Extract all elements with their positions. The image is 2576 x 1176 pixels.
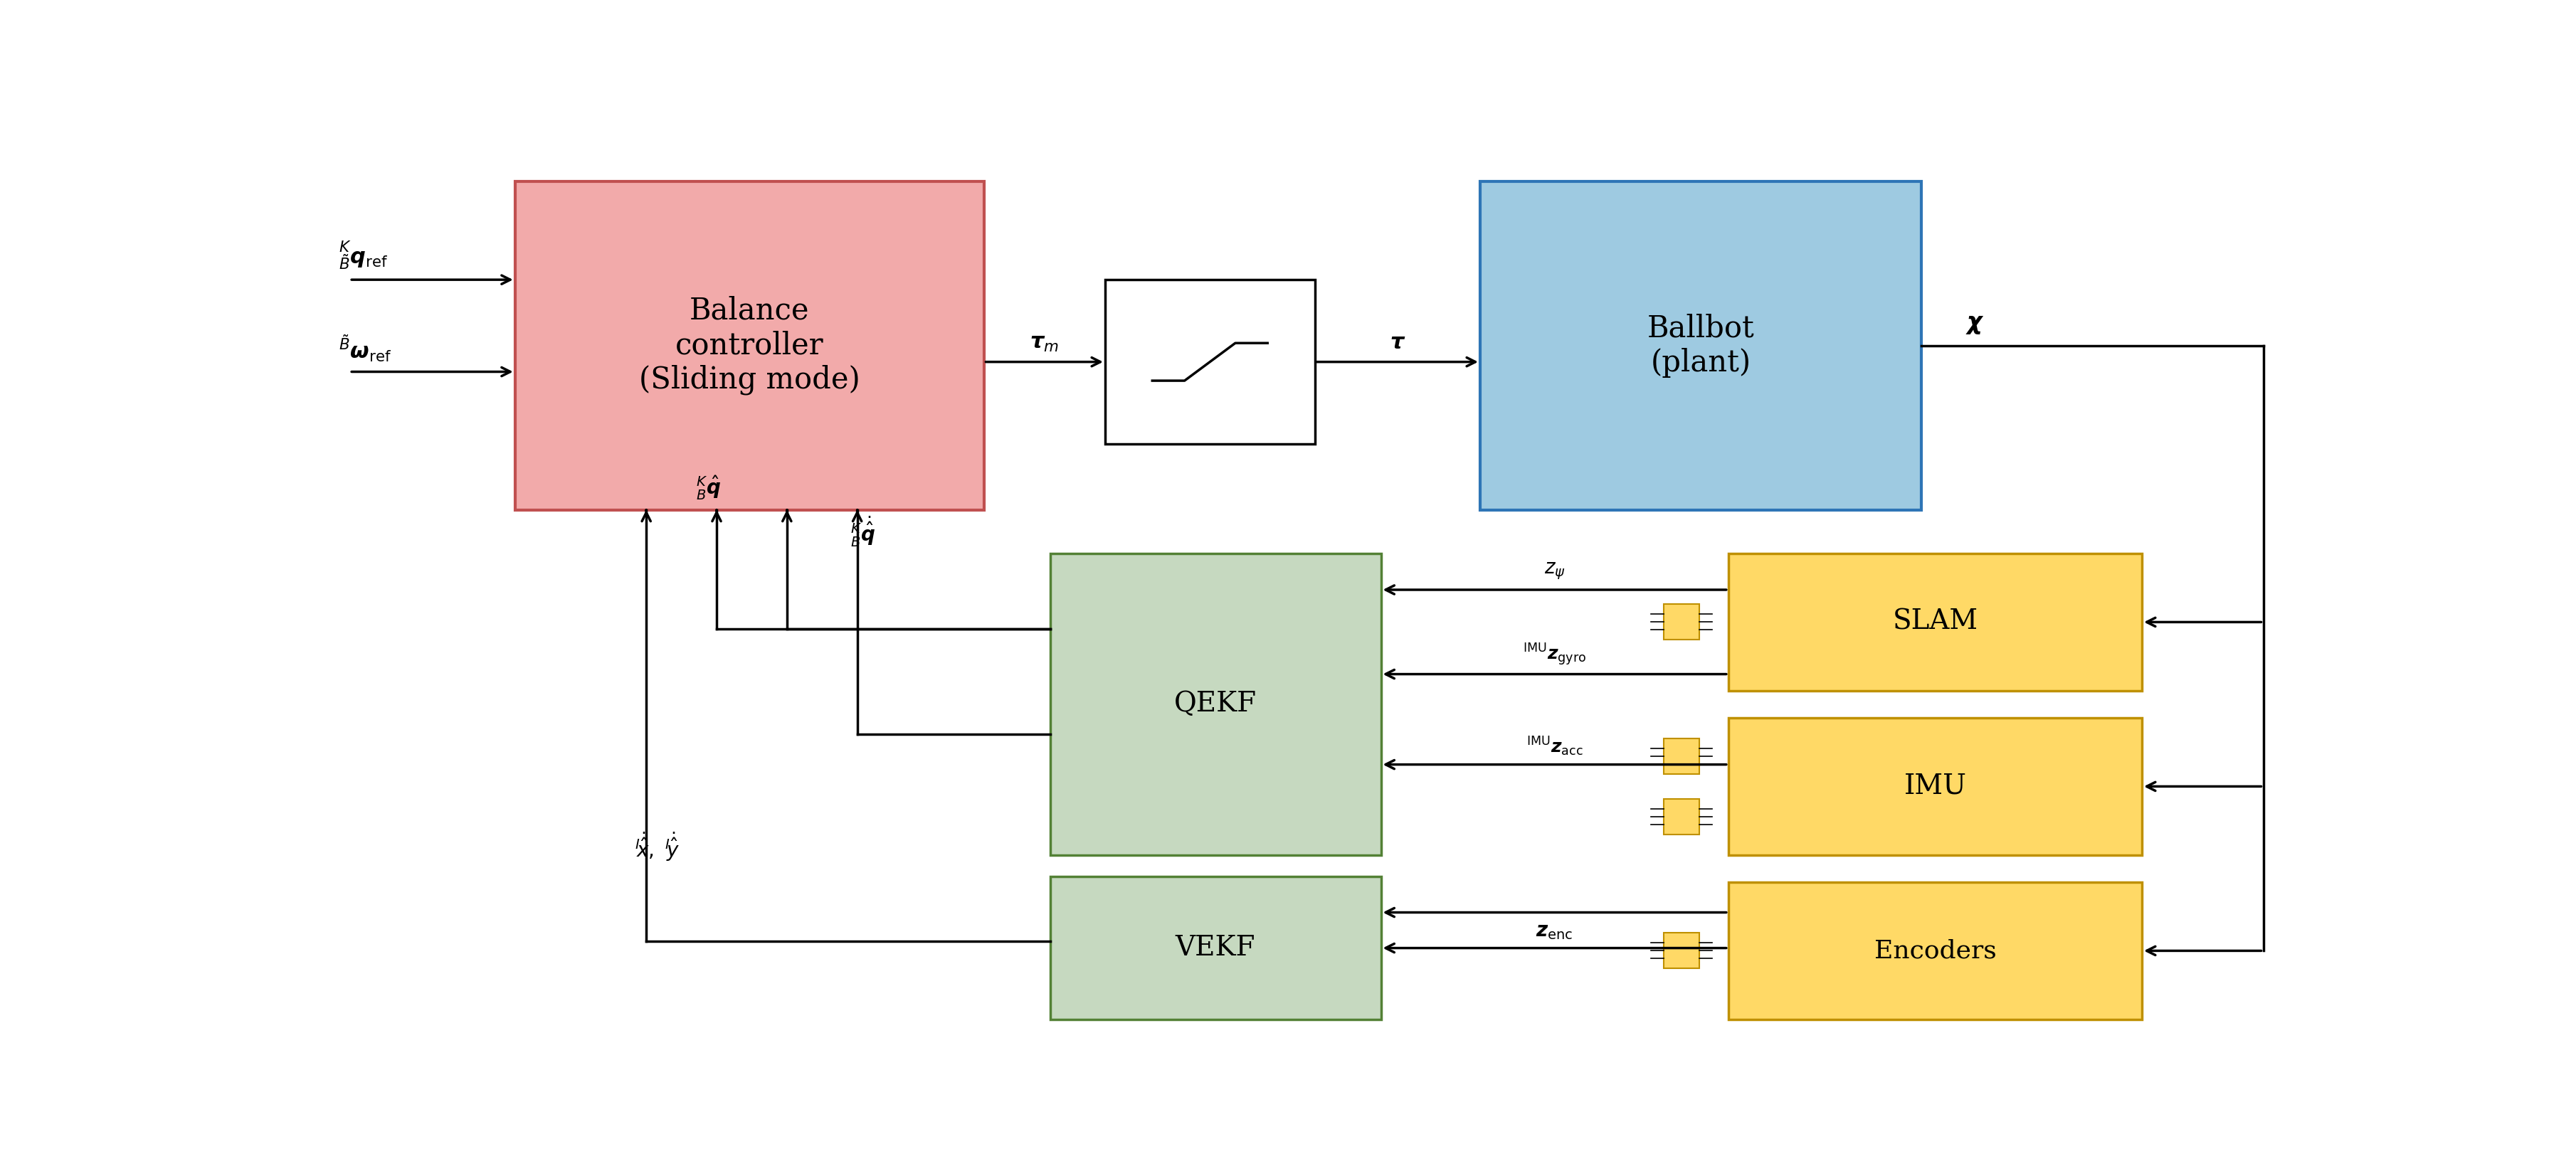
Text: Balance
controller
(Sliding mode): Balance controller (Sliding mode) xyxy=(639,295,860,395)
Text: ${}^I\!\dot{\hat{x}},\ {}^I\!\dot{\hat{y}}$: ${}^I\!\dot{\hat{x}},\ {}^I\!\dot{\hat{y… xyxy=(634,830,680,863)
FancyBboxPatch shape xyxy=(515,181,984,509)
FancyBboxPatch shape xyxy=(1664,933,1700,969)
Text: $\boldsymbol{\tau}$: $\boldsymbol{\tau}$ xyxy=(1388,332,1406,354)
Text: IMU: IMU xyxy=(1904,774,1965,800)
Text: ${}^K_{\tilde{B}}\boldsymbol{q}_{\mathrm{ref}}$: ${}^K_{\tilde{B}}\boldsymbol{q}_{\mathrm… xyxy=(337,239,389,272)
Text: Encoders: Encoders xyxy=(1873,938,1996,963)
Text: ${}^{\tilde{B}}\boldsymbol{\omega}_{\mathrm{ref}}$: ${}^{\tilde{B}}\boldsymbol{\omega}_{\mat… xyxy=(337,333,392,363)
FancyBboxPatch shape xyxy=(1664,799,1700,834)
FancyBboxPatch shape xyxy=(1728,882,2141,1020)
Text: $\boldsymbol{\chi}$: $\boldsymbol{\chi}$ xyxy=(1965,313,1984,335)
Text: ${}^{\mathrm{IMU}}\boldsymbol{z}_{\mathrm{acc}}$: ${}^{\mathrm{IMU}}\boldsymbol{z}_{\mathr… xyxy=(1525,736,1582,759)
FancyBboxPatch shape xyxy=(1481,181,1922,509)
Text: SLAM: SLAM xyxy=(1893,609,1978,635)
Text: Ballbot
(plant): Ballbot (plant) xyxy=(1646,313,1754,377)
FancyBboxPatch shape xyxy=(1728,719,2141,855)
FancyBboxPatch shape xyxy=(1664,739,1700,774)
Text: $\boldsymbol{\tau}_m$: $\boldsymbol{\tau}_m$ xyxy=(1030,332,1059,354)
Text: VEKF: VEKF xyxy=(1175,935,1255,961)
Text: ${}^K_B\dot{\hat{\boldsymbol{q}}}$: ${}^K_B\dot{\hat{\boldsymbol{q}}}$ xyxy=(850,515,876,548)
Text: QEKF: QEKF xyxy=(1175,691,1257,717)
Text: ${}^K_B\hat{\boldsymbol{q}}$: ${}^K_B\hat{\boldsymbol{q}}$ xyxy=(696,474,721,502)
Text: $z_\psi$: $z_\psi$ xyxy=(1543,561,1566,582)
FancyBboxPatch shape xyxy=(1051,877,1381,1020)
Text: ${}^{\mathrm{IMU}}\boldsymbol{z}_{\mathrm{gyro}}$: ${}^{\mathrm{IMU}}\boldsymbol{z}_{\mathr… xyxy=(1522,642,1587,668)
FancyBboxPatch shape xyxy=(1051,554,1381,855)
FancyBboxPatch shape xyxy=(1664,604,1700,640)
FancyBboxPatch shape xyxy=(1105,280,1314,445)
Text: $\boldsymbol{z}_{\mathrm{enc}}$: $\boldsymbol{z}_{\mathrm{enc}}$ xyxy=(1535,922,1574,942)
FancyBboxPatch shape xyxy=(1728,554,2141,690)
